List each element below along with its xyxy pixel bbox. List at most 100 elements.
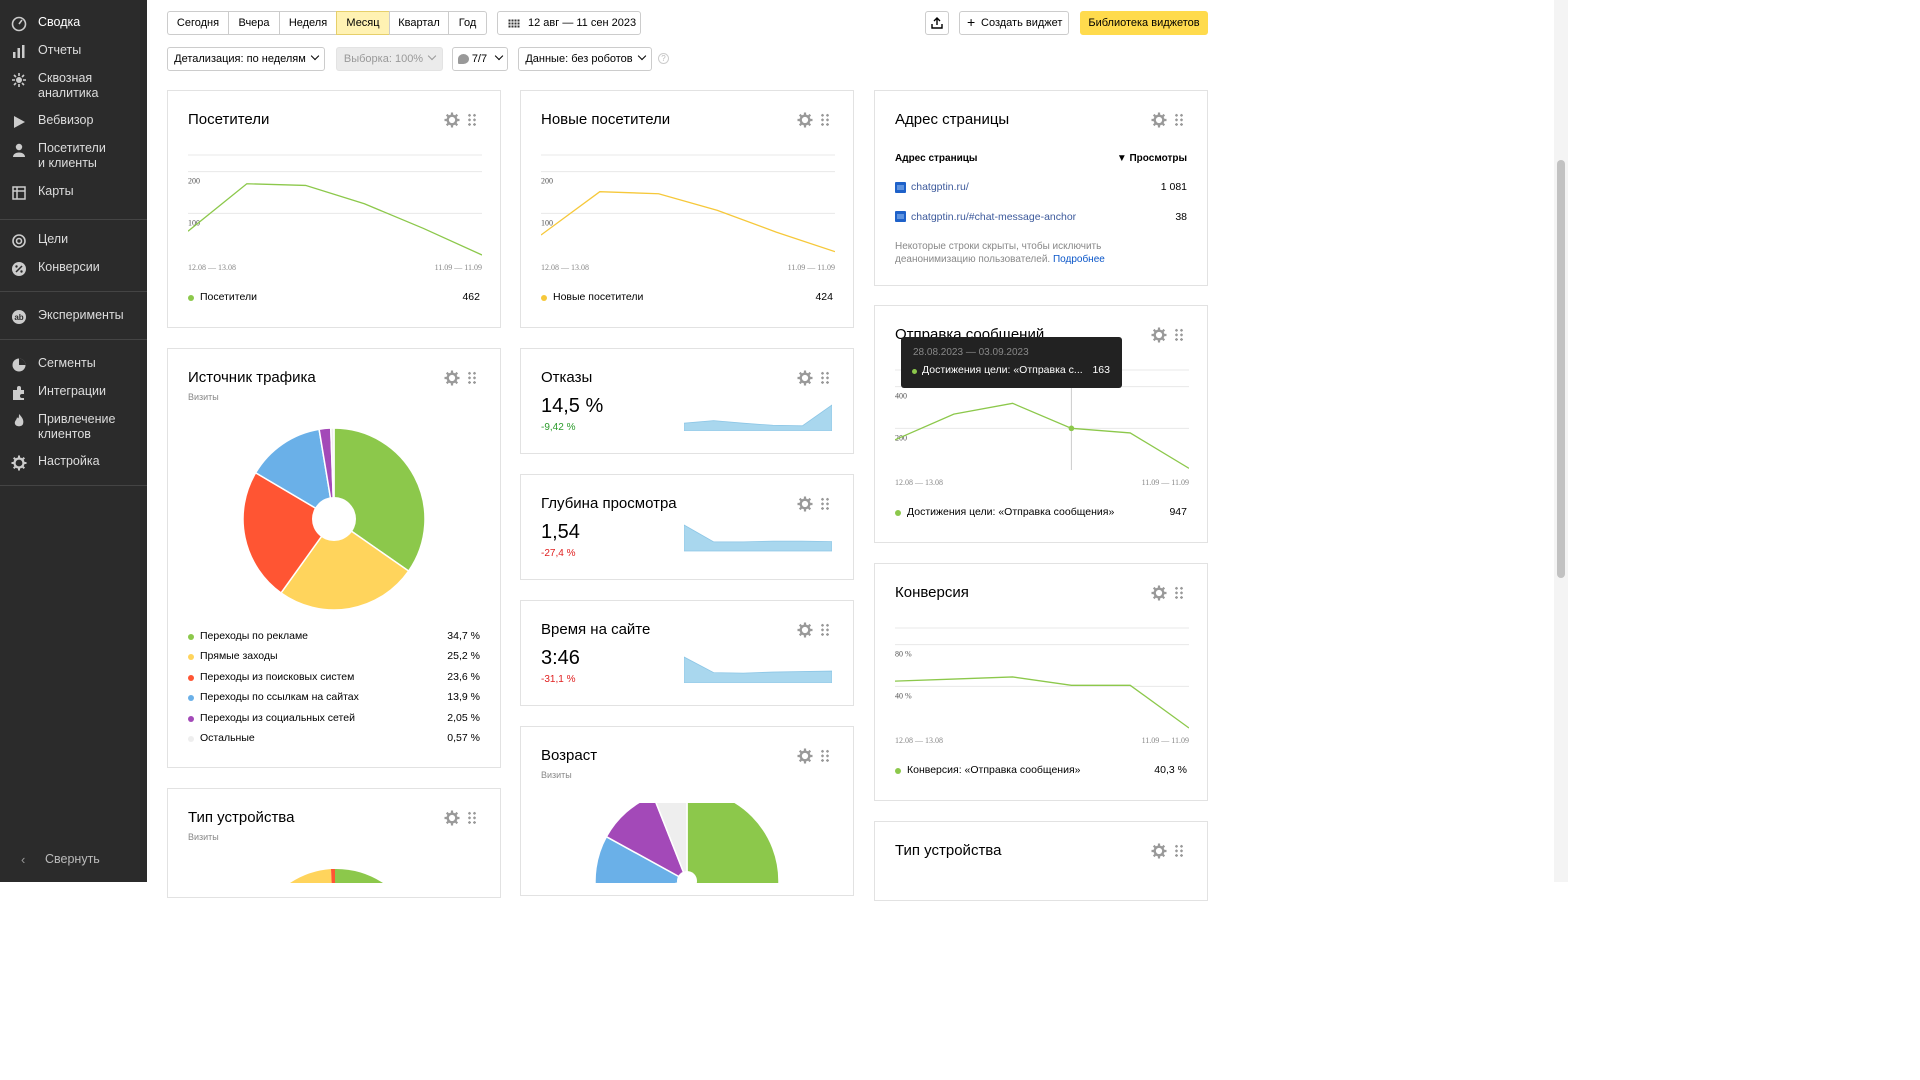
sidebar-item-percent[interactable]: Конверсии bbox=[0, 260, 147, 276]
tooltip-value: 163 bbox=[1092, 364, 1110, 376]
url-link[interactable]: chatgptin.ru/ bbox=[911, 181, 969, 193]
y-tick-label: 40 % bbox=[895, 691, 912, 700]
sidebar-item-reports[interactable]: Отчеты bbox=[0, 43, 147, 59]
drag-handle-icon[interactable] bbox=[467, 371, 477, 385]
detail-dropdown[interactable]: Детализация: по неделям bbox=[167, 47, 325, 71]
y-tick-label: 100 bbox=[541, 218, 553, 227]
legend-row[interactable]: Переходы по ссылкам на сайтах 13,9 % bbox=[188, 691, 480, 705]
legend-row[interactable]: Переходы из социальных сетей 2,05 % bbox=[188, 712, 480, 726]
legend-value: 0,57 % bbox=[447, 732, 480, 744]
data-dropdown[interactable]: Данные: без роботов bbox=[518, 47, 652, 71]
endtoend-icon bbox=[11, 72, 27, 88]
segments-dropdown[interactable]: 7/7 bbox=[452, 47, 508, 71]
settings-gear-icon[interactable] bbox=[797, 370, 813, 386]
drag-handle-icon[interactable] bbox=[467, 113, 477, 127]
bounces-sparkline bbox=[684, 404, 832, 431]
legend-row[interactable]: Переходы по рекламе 34,7 % bbox=[188, 630, 480, 644]
settings-gear-icon[interactable] bbox=[797, 748, 813, 764]
settings-gear-icon[interactable] bbox=[797, 496, 813, 512]
period-tab-3[interactable]: Месяц bbox=[336, 11, 389, 35]
sidebar-item-summary[interactable]: Сводка bbox=[0, 15, 147, 32]
widget-tools bbox=[797, 748, 833, 764]
column-header-views[interactable]: ▼ Просмотры bbox=[1116, 153, 1187, 164]
help-icon[interactable]: ? bbox=[658, 53, 669, 64]
widget-tools bbox=[1151, 112, 1187, 128]
pie-slice bbox=[329, 427, 335, 520]
collapse-sidebar-button[interactable]: ‹ Свернуть bbox=[0, 852, 147, 870]
date-range-label: 12 авг — 11 сен 2023 bbox=[528, 17, 637, 29]
sidebar-item-fire[interactable]: Привлечение клиентов bbox=[0, 412, 147, 442]
settings-gear-icon[interactable] bbox=[1151, 585, 1167, 601]
x-tick-label-first: 12.08 — 13.08 bbox=[188, 263, 236, 272]
privacy-note: Некоторые строки скрыты, чтобы исключить… bbox=[895, 241, 1155, 266]
sidebar-item-endtoend[interactable]: Сквозная аналитика bbox=[0, 71, 147, 101]
sample-dropdown[interactable]: Выборка: 100% bbox=[336, 47, 443, 71]
legend-dot bbox=[895, 510, 901, 516]
legend-dot bbox=[188, 295, 194, 301]
settings-gear-icon[interactable] bbox=[444, 810, 460, 826]
widget-title: Тип устройства bbox=[188, 809, 295, 826]
x-tick-label-first: 12.08 — 13.08 bbox=[895, 736, 943, 745]
sidebar-item-user[interactable]: Посетители и клиенты bbox=[0, 141, 147, 171]
widget-library-button[interactable]: Библиотека виджетов bbox=[1080, 11, 1208, 35]
widget-tools bbox=[797, 112, 833, 128]
legend-row[interactable]: Прямые заходы 25,2 % bbox=[188, 650, 480, 664]
period-tab-1[interactable]: Вчера bbox=[228, 11, 279, 35]
legend-dot bbox=[188, 634, 194, 640]
drag-handle-icon[interactable] bbox=[820, 371, 830, 385]
drag-handle-icon[interactable] bbox=[820, 113, 830, 127]
traffic-pie-chart bbox=[242, 427, 426, 611]
widget-title: Глубина просмотра bbox=[541, 495, 677, 512]
url-link[interactable]: chatgptin.ru/#chat-message-anchor bbox=[911, 211, 1077, 223]
drag-handle-icon[interactable] bbox=[1174, 586, 1184, 600]
sidebar-item-play[interactable]: Вебвизор bbox=[0, 113, 147, 129]
sidebar-item-maps[interactable]: Карты bbox=[0, 184, 147, 200]
sidebar-item-label: Эксперименты bbox=[38, 308, 124, 322]
drag-handle-icon[interactable] bbox=[820, 623, 830, 637]
drag-handle-icon[interactable] bbox=[1174, 328, 1184, 342]
legend-name: Посетители bbox=[200, 291, 257, 303]
play-icon bbox=[11, 114, 27, 130]
settings-gear-icon[interactable] bbox=[444, 112, 460, 128]
page-scrollbar[interactable] bbox=[1554, 0, 1568, 882]
export-button[interactable] bbox=[925, 11, 949, 35]
chevron-left-icon: ‹ bbox=[21, 852, 26, 867]
drag-handle-icon[interactable] bbox=[1174, 844, 1184, 858]
widget-title: Источник трафика bbox=[188, 369, 316, 386]
settings-gear-icon[interactable] bbox=[1151, 327, 1167, 343]
sidebar-item-pie[interactable]: Сегменты bbox=[0, 356, 147, 372]
legend-row[interactable]: Переходы из поисковых систем 23,6 % bbox=[188, 671, 480, 685]
scrollbar-thumb[interactable] bbox=[1557, 160, 1565, 578]
period-tab-4[interactable]: Квартал bbox=[389, 11, 448, 35]
drag-handle-icon[interactable] bbox=[820, 749, 830, 763]
settings-gear-icon[interactable] bbox=[444, 370, 460, 386]
depth-widget: Глубина просмотра 1,54 -27,4 % bbox=[520, 474, 854, 580]
period-tab-0[interactable]: Сегодня bbox=[167, 11, 228, 35]
more-link[interactable]: Подробнее bbox=[1052, 253, 1105, 265]
settings-gear-icon[interactable] bbox=[797, 112, 813, 128]
sidebar-item-puzzle[interactable]: Интеграции bbox=[0, 384, 147, 400]
widget-title: Тип устройства bbox=[895, 842, 1002, 859]
legend-value: 462 bbox=[462, 291, 480, 303]
period-tab-2[interactable]: Неделя bbox=[279, 11, 336, 35]
tooltip-name: Достижения цели: «Отправка с... bbox=[922, 364, 1083, 376]
drag-handle-icon[interactable] bbox=[467, 811, 477, 825]
time-sparkline bbox=[684, 656, 832, 683]
drag-handle-icon[interactable] bbox=[820, 497, 830, 511]
period-tab-5[interactable]: Год bbox=[448, 11, 487, 35]
settings-gear-icon[interactable] bbox=[1151, 843, 1167, 859]
drag-handle-icon[interactable] bbox=[1174, 113, 1184, 127]
sidebar-item-gear[interactable]: Настройка bbox=[0, 454, 147, 471]
page-icon bbox=[895, 182, 906, 193]
settings-gear-icon[interactable] bbox=[1151, 112, 1167, 128]
y-tick-label: 100 bbox=[188, 218, 200, 227]
widget-tools bbox=[444, 112, 480, 128]
date-range-button[interactable]: 12 авг — 11 сен 2023 bbox=[497, 11, 641, 35]
widget-library-label: Библиотека виджетов bbox=[1088, 17, 1200, 29]
legend-row: Новые посетители 424 bbox=[541, 291, 833, 305]
sidebar-item-ab[interactable]: ab Эксперименты bbox=[0, 308, 147, 324]
settings-gear-icon[interactable] bbox=[797, 622, 813, 638]
legend-row[interactable]: Остальные 0,57 % bbox=[188, 732, 480, 746]
create-widget-button[interactable]: + Создать виджет bbox=[959, 11, 1069, 35]
sidebar-item-target[interactable]: Цели bbox=[0, 232, 147, 248]
